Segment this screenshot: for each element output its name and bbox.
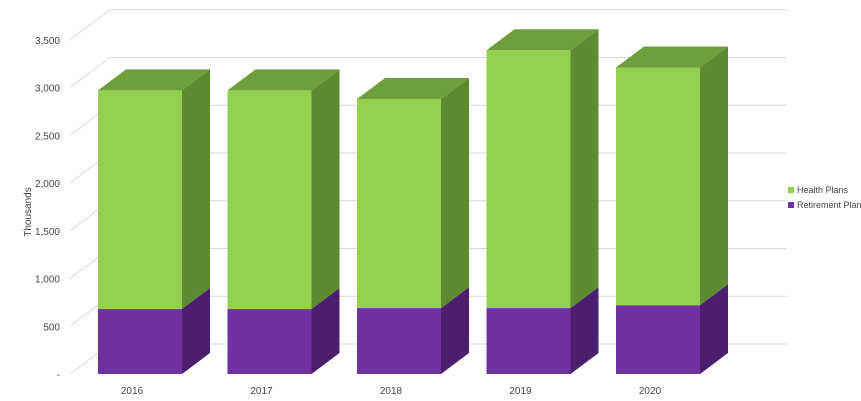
bar-side-face [700,284,728,374]
y-tick-label: - [57,370,60,381]
y-tick-label: 3,000 [35,84,60,95]
bar-side-face [570,287,599,374]
bar-retirement-plans-2019 [486,287,599,374]
bar-front-face [357,98,441,309]
bar-retirement-plans-2016 [98,288,210,374]
bar-front-face [616,305,700,374]
bar-side-face [311,288,340,374]
x-tick-label: 2019 [509,386,532,397]
bar-top-face [227,69,340,91]
bar-health-plans-2018 [357,77,469,309]
legend-swatch-health-plans [788,187,794,193]
bar-retirement-plans-2020 [616,284,728,374]
bar-top-face [616,46,728,68]
legend-label-retirement-plans: Retirement Plans [797,200,861,210]
legend: Health Plans Retirement Plans [788,185,861,210]
bar-side-face [182,69,210,310]
bar-side-face [311,69,340,310]
x-tick-label: 2018 [380,386,403,397]
bar-health-plans-2019 [486,29,599,309]
y-tick-label: 500 [43,322,60,333]
bar-health-plans-2020 [616,46,728,306]
legend-swatch-retirement-plans [788,202,794,208]
x-tick-label: 2017 [250,386,273,397]
y-axis-ticks: - 500 1,000 1,500 2,000 2,500 3,000 3,500 [35,36,60,381]
y-tick-label: 3,500 [35,36,60,47]
legend-label-health-plans: Health Plans [797,185,849,195]
bar-side-face [570,29,599,309]
x-tick-label: 2016 [121,386,144,397]
bar-top-face [98,69,210,91]
bar-front-face [98,309,182,374]
bar-front-face [227,309,312,374]
bar-side-face [441,77,469,309]
bar-top-face [357,77,469,99]
y-axis-title: Thousands [23,187,34,236]
bar-health-plans-2016 [98,69,210,310]
bar-health-plans-2017 [227,69,340,310]
bar-front-face [616,67,700,306]
bar-front-face [486,50,571,309]
bar-side-face [700,46,728,306]
bar-side-face [441,287,469,374]
bar-retirement-plans-2018 [357,287,469,374]
x-tick-label: 2020 [639,386,662,397]
bar-front-face [98,90,182,310]
x-axis-ticks: 2016 2017 2018 2019 2020 [121,386,662,397]
bar-front-face [357,308,441,374]
bar-side-face [182,288,210,374]
bars [98,29,728,374]
y-tick-label: 2,500 [35,131,60,142]
bar-retirement-plans-2017 [227,288,340,374]
y-tick-label: 1,000 [35,275,60,286]
y-tick-label: 2,000 [35,179,60,190]
bar-front-face [486,308,571,374]
bar-top-face [486,29,599,51]
y-tick-label: 1,500 [35,227,60,238]
bar-front-face [227,90,312,310]
gridline [69,9,787,41]
